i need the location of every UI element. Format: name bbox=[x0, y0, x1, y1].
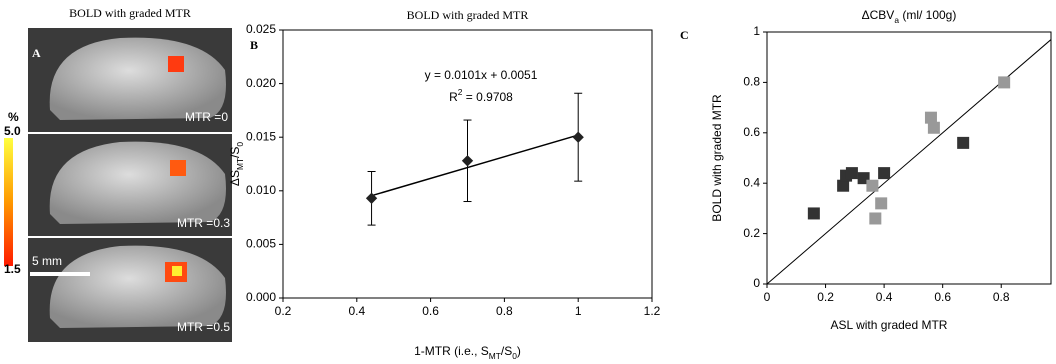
x-tick-label: 0 bbox=[764, 290, 771, 304]
text-part: 1-MTR (i.e., S bbox=[414, 344, 489, 358]
x-tick-label: 1 bbox=[575, 304, 582, 318]
fit-line bbox=[372, 135, 579, 196]
point bbox=[573, 132, 584, 143]
activation bbox=[172, 266, 182, 276]
point bbox=[846, 167, 858, 179]
y-tick-label: 0.8 bbox=[743, 75, 760, 89]
scale-bar-label: 5 mm bbox=[32, 254, 62, 268]
panel-label: A bbox=[32, 46, 41, 60]
slice-label: MTR =0 bbox=[185, 110, 228, 124]
point bbox=[928, 122, 940, 134]
x-axis-label: 1-MTR (i.e., SMT/S0) bbox=[414, 344, 521, 361]
colorbar bbox=[4, 138, 13, 266]
y-tick-label: 0 bbox=[753, 276, 760, 290]
point bbox=[875, 197, 887, 209]
panel-a-title: BOLD with graded MTR bbox=[69, 6, 191, 20]
point bbox=[998, 76, 1010, 88]
colorbar-min: 1.5 bbox=[4, 262, 21, 276]
y-tick-label: 0.4 bbox=[743, 175, 760, 189]
text-part: MT bbox=[489, 351, 501, 361]
text-part: (ml/ 100g) bbox=[899, 8, 956, 22]
text-part: ) bbox=[517, 344, 521, 358]
panel-a: BOLD with graded MTR A MTR =0 MTR =0.3 M… bbox=[4, 6, 232, 342]
text-part: /S bbox=[501, 344, 512, 358]
x-tick-label: 1.2 bbox=[644, 304, 661, 318]
chart-title: ΔCBVa (ml/ 100g) bbox=[862, 8, 957, 25]
activation bbox=[168, 56, 184, 72]
x-tick-label: 0.4 bbox=[348, 304, 365, 318]
x-tick-label: 0.6 bbox=[422, 304, 439, 318]
x-tick-label: 0.8 bbox=[496, 304, 513, 318]
x-tick-label: 0.8 bbox=[993, 290, 1010, 304]
figure: BOLD with graded MTR A MTR =0 MTR =0.3 M… bbox=[0, 0, 1056, 364]
text-part: MT bbox=[235, 158, 245, 170]
y-tick-label: 0.010 bbox=[246, 183, 276, 197]
x-tick-label: 0.4 bbox=[876, 290, 893, 304]
y-tick-label: 1 bbox=[753, 24, 760, 38]
y-tick-label: 0.020 bbox=[246, 76, 276, 90]
annotation: y = 0.0101x + 0.0051 bbox=[425, 68, 538, 82]
y-tick-label: 0.6 bbox=[743, 125, 760, 139]
x-axis-label: ASL with graded MTR bbox=[831, 318, 948, 332]
y-axis-label: BOLD with graded MTR bbox=[710, 94, 724, 222]
text-part: 0 bbox=[235, 142, 245, 147]
y-tick-label: 0.005 bbox=[246, 237, 276, 251]
text-part: /S bbox=[228, 147, 242, 158]
slice-label: MTR =0.3 bbox=[177, 216, 230, 230]
annotation: R2 = 0.9708 bbox=[449, 87, 513, 104]
y-tick-label: 0.015 bbox=[246, 129, 276, 143]
x-tick-label: 0.2 bbox=[275, 304, 292, 318]
point bbox=[957, 137, 969, 149]
identity-line bbox=[767, 40, 1051, 284]
point bbox=[808, 207, 820, 219]
panel-label: B bbox=[250, 38, 258, 52]
chart-title: BOLD with graded MTR bbox=[407, 8, 529, 22]
text-part: ΔCBV bbox=[862, 8, 895, 22]
activation bbox=[170, 160, 186, 176]
scale-bar bbox=[30, 272, 90, 276]
slice-label: MTR =0.5 bbox=[177, 320, 230, 334]
text-part: R bbox=[449, 90, 458, 104]
y-tick-label: 0.000 bbox=[246, 290, 276, 304]
colorbar-unit: % bbox=[8, 110, 19, 124]
point bbox=[869, 212, 881, 224]
text-part: y = 0.0101x + 0.0051 bbox=[425, 68, 538, 82]
panel-label: C bbox=[680, 28, 689, 42]
x-tick-label: 0.6 bbox=[934, 290, 951, 304]
x-tick-label: 0.2 bbox=[817, 290, 834, 304]
point bbox=[462, 155, 473, 166]
text-part: = 0.9708 bbox=[462, 90, 513, 104]
point bbox=[878, 167, 890, 179]
point bbox=[866, 180, 878, 192]
colorbar-max: 5.0 bbox=[4, 124, 21, 138]
plot-frame bbox=[767, 32, 1051, 284]
y-tick-label: 0.2 bbox=[743, 226, 760, 240]
text-part: ΔS bbox=[228, 170, 242, 186]
y-tick-label: 0.025 bbox=[246, 22, 276, 36]
